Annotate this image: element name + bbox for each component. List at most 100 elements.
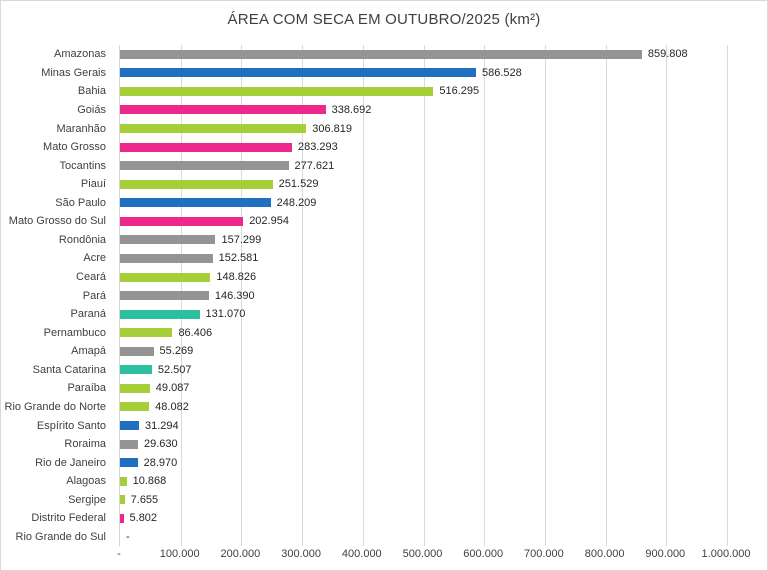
category-label: Alagoas	[66, 475, 106, 488]
gridline	[423, 45, 425, 546]
x-tick-label: 1.000.000	[701, 548, 751, 560]
bar-rows: 859.808 586.528 516.295 338.692 306.819 283.2…	[120, 45, 727, 546]
bar	[120, 421, 139, 431]
bar-row: 5.802	[120, 509, 727, 528]
category-label: Rio de Janeiro	[35, 456, 106, 469]
x-axis-tick-labels: - 100.000 200.000 300.000 400.000 500.000 600.…	[117, 548, 750, 566]
x-tick-label: 700.000	[524, 548, 564, 560]
value-label: 5.802	[129, 512, 158, 525]
value-label: -	[126, 530, 130, 543]
category-label: Pernambuco	[43, 326, 106, 339]
category-label: Minas Gerais	[41, 66, 106, 79]
value-label: 248.209	[276, 196, 317, 209]
bar-row: 306.819	[120, 119, 727, 138]
category-label: Rio Grande do Sul	[15, 530, 107, 543]
bar-row: 277.621	[120, 156, 727, 175]
value-label: 202.954	[249, 215, 289, 228]
value-label: 131.070	[205, 308, 246, 321]
bar	[120, 86, 434, 96]
plot-area: 859.808 586.528 516.295 338.692 306.819 283.2…	[119, 45, 728, 546]
bar	[120, 439, 138, 449]
bar-row: 338.692	[120, 101, 727, 120]
value-label: 157.299	[221, 233, 262, 246]
bar-row: 7.655	[120, 491, 727, 510]
category-label: Paraná	[70, 308, 106, 321]
bar	[120, 105, 326, 115]
bar	[120, 513, 124, 523]
value-label: 29.630	[143, 438, 178, 451]
bar	[120, 142, 292, 152]
gridline	[727, 45, 728, 546]
bar-row: 10.868	[120, 472, 727, 491]
category-label: Amazonas	[54, 48, 106, 61]
value-label: 306.819	[312, 122, 352, 135]
category-label: Goiás	[77, 103, 106, 116]
value-label: 148.826	[216, 271, 257, 284]
bar	[120, 402, 150, 412]
bar	[120, 49, 642, 59]
value-label: 251.529	[278, 178, 319, 191]
bar	[120, 216, 244, 226]
value-label: 49.087	[155, 382, 190, 395]
gridline	[484, 45, 486, 546]
bar-row: 28.970	[120, 453, 727, 472]
bar	[120, 495, 125, 505]
value-label: 52.507	[157, 363, 192, 376]
bar	[120, 68, 477, 78]
bar-row: 148.826	[120, 268, 727, 287]
bar	[120, 253, 213, 263]
bar-row: 86.406	[120, 323, 727, 342]
category-label: Maranhão	[56, 122, 106, 135]
value-label: 859.808	[647, 48, 688, 61]
gridline	[241, 45, 243, 546]
category-label: Roraima	[64, 438, 106, 451]
bar-row: 146.390	[120, 286, 727, 305]
bar-row: 49.087	[120, 379, 727, 398]
x-tick-label: 300.000	[281, 548, 321, 560]
x-tick-label: 200.000	[220, 548, 261, 560]
bar	[120, 328, 173, 338]
value-label: 338.692	[331, 103, 372, 116]
value-label: 48.082	[155, 400, 189, 413]
category-label: Santa Catarina	[32, 363, 106, 376]
bar-row: 202.954	[120, 212, 727, 231]
value-label: 28.970	[143, 456, 178, 469]
gridline	[605, 45, 607, 546]
bar	[120, 124, 307, 134]
bar-row: 516.295	[120, 82, 727, 101]
x-tick-label: 400.000	[341, 548, 382, 560]
bar-row: 283.293	[120, 138, 727, 157]
value-label: 10.868	[132, 475, 167, 488]
value-label: 283.293	[297, 141, 338, 154]
value-label: 55.269	[159, 345, 194, 358]
x-tick-label: 500.000	[402, 548, 443, 560]
value-label: 586.528	[482, 66, 522, 79]
bar-row: 859.808	[120, 45, 727, 64]
category-label: Tocantins	[59, 159, 106, 172]
bar-row: 48.082	[120, 398, 727, 417]
bar	[120, 161, 289, 171]
bar-row: 251.529	[120, 175, 727, 194]
bar-row: 29.630	[120, 435, 727, 454]
bar-row: -	[120, 528, 727, 547]
bar-row: 157.299	[120, 231, 727, 250]
category-label: São Paulo	[55, 196, 106, 209]
bar	[120, 365, 152, 375]
category-label: Distrito Federal	[31, 512, 106, 525]
category-label: Paraíba	[67, 382, 106, 395]
value-label: 86.406	[178, 326, 213, 339]
x-tick-label: 600.000	[463, 548, 504, 560]
bar	[120, 272, 211, 282]
bar	[120, 476, 127, 486]
bar	[120, 309, 200, 319]
bar	[120, 179, 273, 189]
category-label: Rondônia	[58, 233, 106, 246]
x-tick-label: 100.000	[159, 548, 200, 560]
x-tick-label: 900.000	[645, 548, 686, 560]
category-label: Pará	[82, 289, 106, 302]
category-label: Amapá	[71, 345, 106, 358]
category-label: Mato Grosso	[43, 141, 106, 154]
gridline	[362, 45, 364, 546]
bar-row: 248.209	[120, 194, 727, 213]
bar-row: 152.581	[120, 249, 727, 268]
